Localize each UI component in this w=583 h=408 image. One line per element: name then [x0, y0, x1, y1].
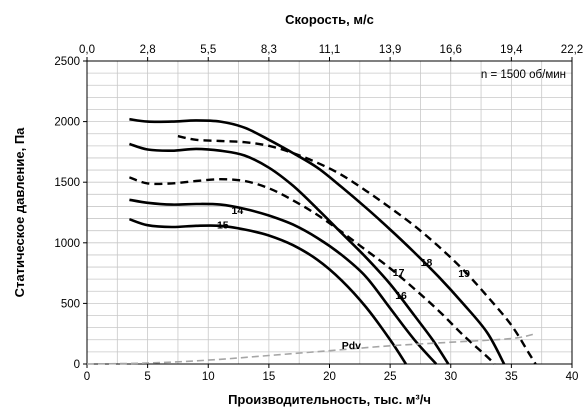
top-tick-label: 5,5 — [200, 44, 216, 56]
x-axis-title: Производительность, тыс. м³/ч — [228, 392, 431, 407]
top-tick-label: 8,3 — [261, 44, 277, 56]
top-tick-label: 22,2 — [561, 44, 583, 56]
grid-lines — [87, 61, 572, 364]
x-tick-label: 40 — [566, 371, 579, 383]
series-label-19: 19 — [458, 268, 470, 280]
y-tick-label: 2500 — [54, 56, 80, 68]
x-tick-label: 10 — [202, 371, 215, 383]
x-tick-label: 30 — [444, 371, 457, 383]
series-line-16 — [129, 142, 450, 365]
series-label-18: 18 — [421, 257, 433, 269]
y-tick-label: 1500 — [54, 177, 80, 189]
axis-ticks: 0 5 10 15 20 25 30 35 40 0,0 2,8 5,5 8,3 11,1 13,9 16,6… — [54, 44, 583, 383]
series-line-19 — [177, 134, 537, 365]
series-line-pdv — [86, 332, 536, 365]
y-tick-label: 500 — [61, 298, 80, 310]
x-tick-label: 15 — [262, 371, 275, 383]
series-line-14 — [129, 198, 438, 365]
series-curves — [86, 117, 537, 365]
top-axis-title: Скорость, м/с — [285, 12, 374, 27]
top-tick-label: 19,4 — [500, 44, 523, 56]
y-tick-label: 0 — [74, 359, 80, 371]
series-line-15 — [128, 217, 407, 365]
y-axis-title: Статическое давление, Па — [12, 127, 27, 298]
x-tick-label: 35 — [505, 371, 518, 383]
series-label-14: 14 — [232, 205, 244, 217]
x-tick-label: 25 — [384, 371, 397, 383]
y-tick-label: 1000 — [54, 238, 80, 250]
top-tick-label: 0,0 — [79, 44, 95, 56]
x-tick-label: 20 — [323, 371, 336, 383]
x-tick-label: 0 — [84, 371, 90, 383]
series-label-15: 15 — [217, 220, 229, 232]
rpm-annotation: n = 1500 об/мин — [481, 69, 566, 81]
series-label-pdv: Pdv — [342, 340, 361, 352]
x-tick-label: 5 — [144, 371, 150, 383]
top-tick-label: 11,1 — [319, 44, 341, 56]
series-line-18 — [129, 117, 506, 365]
top-tick-label: 16,6 — [440, 44, 462, 56]
y-tick-label: 2000 — [54, 117, 80, 129]
top-tick-label: 13,9 — [379, 44, 401, 56]
series-label-17: 17 — [393, 267, 405, 279]
series-line-17 — [128, 176, 496, 365]
series-label-16: 16 — [395, 290, 407, 302]
top-tick-label: 2,8 — [140, 44, 156, 56]
